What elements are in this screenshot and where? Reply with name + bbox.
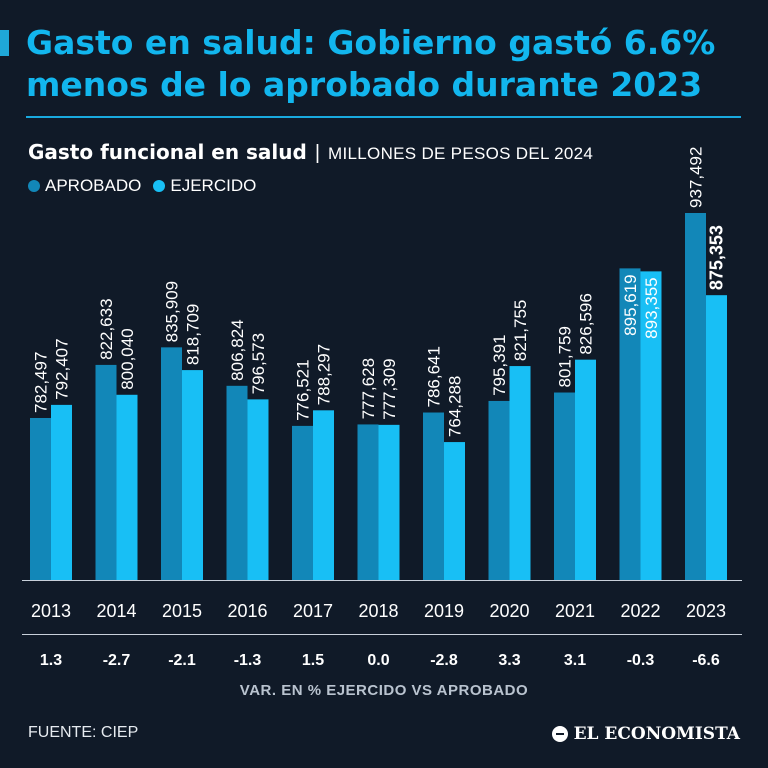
legend-swatch-ejercido xyxy=(153,180,166,192)
variation-label-2021: 3.1 xyxy=(564,652,586,669)
bar-ejercido-2021 xyxy=(575,359,596,580)
year-tick-2017: 2017 xyxy=(293,601,333,621)
bar-ejercido-2015 xyxy=(182,370,203,580)
value-label-ejercido-2022: 893,355 xyxy=(642,277,661,338)
value-label-ejercido-2017: 788,297 xyxy=(315,344,334,405)
variation-caption: VAR. EN % EJERCIDO VS APROBADO xyxy=(239,682,529,699)
value-label-ejercido-2020: 821,755 xyxy=(511,300,530,361)
legend-label-ejercido: EJERCIDO xyxy=(170,176,257,195)
bar-aprobado-2023 xyxy=(685,213,706,580)
value-label-ejercido-2019: 764,288 xyxy=(446,376,465,437)
variation-label-2014: -2.7 xyxy=(103,652,131,669)
bar-aprobado-2018 xyxy=(357,424,379,580)
value-label-aprobado-2016: 806,824 xyxy=(228,319,247,380)
bar-ejercido-2018 xyxy=(378,424,400,580)
bar-aprobado-2017 xyxy=(292,425,313,580)
logo-mark-icon xyxy=(551,726,568,742)
logo-text: EL ECONOMISTA xyxy=(573,724,740,744)
bar-ejercido-2020 xyxy=(509,366,531,580)
bar-aprobado-2020 xyxy=(488,400,510,580)
bar-ejercido-2022 xyxy=(640,271,662,580)
value-label-aprobado-2015: 835,909 xyxy=(163,281,182,342)
chart-title: Gasto funcional en salud xyxy=(28,140,307,164)
chart-subtitle: Gasto funcional en salud | MILLONES DE PES… xyxy=(28,140,593,165)
bar-ejercido-2023 xyxy=(706,295,727,580)
year-tick-2015: 2015 xyxy=(162,601,202,621)
year-tick-2014: 2014 xyxy=(96,601,136,621)
value-label-ejercido-2013: 792,407 xyxy=(53,338,72,399)
bar-aprobado-2014 xyxy=(95,364,117,580)
bar-aprobado-2022 xyxy=(619,268,641,580)
bar-ejercido-2016 xyxy=(247,399,269,580)
value-label-ejercido-2016: 796,573 xyxy=(249,333,268,394)
variation-label-2019: -2.8 xyxy=(430,652,458,669)
variation-label-2022: -0.3 xyxy=(627,652,655,669)
legend-item-aprobado: APROBADO xyxy=(28,176,141,196)
value-label-aprobado-2020: 795,391 xyxy=(490,334,509,395)
value-label-ejercido-2021: 826,596 xyxy=(577,293,596,354)
legend-label-aprobado: APROBADO xyxy=(45,176,142,195)
chart-units: MILLONES DE PESOS DEL 2024 xyxy=(328,144,594,163)
year-tick-2016: 2016 xyxy=(227,601,267,621)
year-tick-2013: 2013 xyxy=(31,601,71,621)
value-label-aprobado-2021: 801,759 xyxy=(556,326,575,387)
source-note: FUENTE: CIEP xyxy=(28,724,139,741)
value-label-ejercido-2018: 777,309 xyxy=(380,358,399,419)
value-label-aprobado-2019: 786,641 xyxy=(425,346,444,407)
value-label-ejercido-2014: 800,040 xyxy=(118,328,137,389)
legend-swatch-aprobado xyxy=(28,180,40,192)
year-tick-2023: 2023 xyxy=(686,601,726,621)
publisher-logo: EL ECONOMISTA xyxy=(551,724,740,744)
legend-item-ejercido: EJERCIDO xyxy=(153,176,256,196)
bar-ejercido-2014 xyxy=(116,394,138,580)
bar-ejercido-2019 xyxy=(444,442,465,580)
title-divider xyxy=(26,116,741,118)
bar-ejercido-2017 xyxy=(313,410,334,580)
year-tick-2019: 2019 xyxy=(424,601,464,621)
variation-label-2017: 1.5 xyxy=(302,652,324,669)
value-label-ejercido-2015: 818,709 xyxy=(184,304,203,365)
year-tick-2020: 2020 xyxy=(489,601,529,621)
value-label-aprobado-2013: 782,497 xyxy=(32,352,51,413)
year-tick-2022: 2022 xyxy=(620,601,660,621)
bar-aprobado-2016 xyxy=(226,385,248,580)
value-label-ejercido-2023: 875,353 xyxy=(707,225,727,290)
year-tick-2018: 2018 xyxy=(358,601,398,621)
variation-label-2023: -6.6 xyxy=(692,652,720,669)
bar-aprobado-2019 xyxy=(423,412,444,580)
variation-label-2020: 3.3 xyxy=(498,652,520,669)
value-label-aprobado-2017: 776,521 xyxy=(294,359,313,420)
bar-aprobado-2013 xyxy=(30,417,51,580)
variation-label-2016: -1.3 xyxy=(234,652,262,669)
legend: APROBADO EJERCIDO xyxy=(28,176,256,196)
value-label-aprobado-2018: 777,628 xyxy=(359,358,378,419)
value-label-aprobado-2023: 937,492 xyxy=(687,147,706,208)
variation-label-2013: 1.3 xyxy=(40,652,62,669)
subtitle-separator: | xyxy=(314,142,321,164)
variation-label-2015: -2.1 xyxy=(168,652,196,669)
page-title: Gasto en salud: Gobierno gastó 6.6% meno… xyxy=(26,23,716,104)
bar-aprobado-2015 xyxy=(161,347,182,580)
bar-ejercido-2013 xyxy=(51,404,72,580)
bar-aprobado-2021 xyxy=(554,392,575,580)
year-tick-2021: 2021 xyxy=(555,601,595,621)
title-accent-bar xyxy=(0,30,9,56)
value-label-aprobado-2022: 895,619 xyxy=(621,274,640,335)
value-label-aprobado-2014: 822,633 xyxy=(97,298,116,359)
variation-label-2018: 0.0 xyxy=(367,652,389,669)
